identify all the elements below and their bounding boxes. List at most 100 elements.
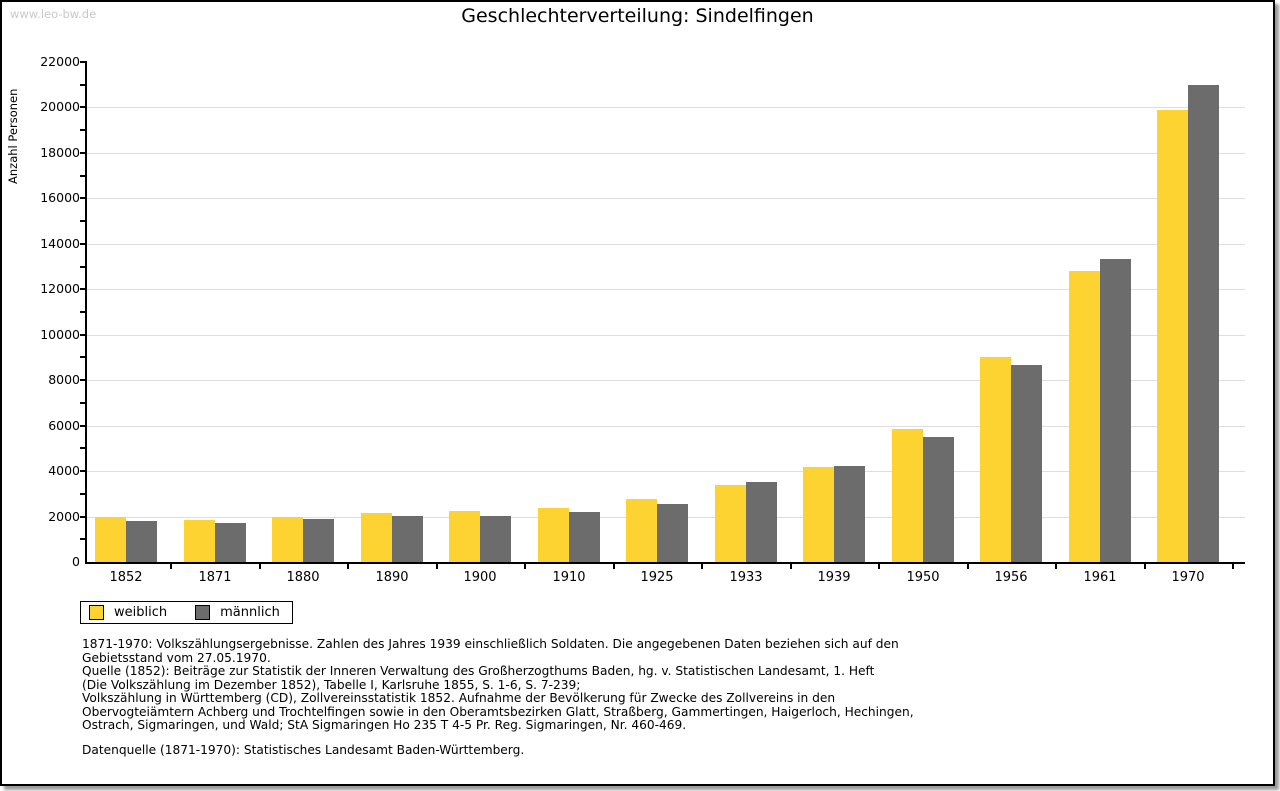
x-label-1871: 1871 (198, 570, 232, 585)
grid-line (87, 289, 1245, 291)
y-tick (80, 106, 86, 109)
x-label-1970: 1970 (1171, 570, 1205, 585)
bar-männlich-1880 (303, 519, 334, 562)
bar-männlich-1871 (215, 523, 246, 562)
bar-weiblich-1956 (980, 357, 1011, 562)
bar-weiblich-1970 (1157, 110, 1188, 562)
y-tick (80, 356, 86, 359)
footer-note-line: Quelle (1852): Beiträge zur Statistik de… (82, 664, 875, 678)
x-label-1961: 1961 (1083, 570, 1117, 585)
bar-weiblich-1961 (1069, 271, 1100, 562)
x-label-1852: 1852 (109, 570, 143, 585)
grid-line (87, 152, 1245, 154)
y-tick-label: 4000 (48, 463, 80, 479)
grid-line (87, 425, 1245, 427)
grid-line (87, 198, 1245, 200)
x-label-1939: 1939 (817, 570, 851, 585)
x-tick (790, 562, 792, 569)
bar-weiblich-1900 (449, 511, 480, 562)
y-tick (80, 379, 86, 382)
x-label-1956: 1956 (994, 570, 1028, 585)
y-tick (80, 424, 86, 427)
x-label-1933: 1933 (729, 570, 763, 585)
x-tick (524, 562, 526, 569)
x-label-1925: 1925 (640, 570, 674, 585)
footer-note-line: (Die Volkszählung im Dezember 1852), Tab… (82, 677, 581, 692)
y-tick (80, 515, 86, 518)
footer-note-line: Gebietsstand vom 27.05.1970. (82, 650, 271, 665)
bar-männlich-1933 (746, 482, 777, 562)
legend-item-weiblich: weiblich (89, 605, 167, 620)
y-tick-label: 16000 (40, 190, 80, 206)
y-tick-label: 12000 (40, 281, 80, 297)
grid-line (87, 334, 1245, 336)
bar-männlich-1961 (1100, 259, 1131, 562)
x-tick (967, 562, 969, 569)
y-tick (80, 401, 86, 404)
y-tick (80, 174, 86, 177)
y-tick-label: 18000 (40, 144, 80, 160)
y-tick (80, 83, 86, 86)
x-tick (701, 562, 703, 569)
bar-weiblich-1890 (361, 513, 392, 562)
watermark: www.leo-bw.de (10, 7, 97, 21)
y-tick (80, 265, 86, 268)
y-tick-label: 6000 (48, 417, 80, 433)
x-tick (613, 562, 615, 569)
x-tick (1232, 562, 1234, 569)
y-tick (80, 242, 86, 245)
chart-title: Geschlechterverteilung: Sindelfingen (461, 5, 814, 27)
x-tick (436, 562, 438, 569)
bar-männlich-1925 (657, 504, 688, 562)
legend-label: weiblich (114, 605, 168, 620)
bar-weiblich-1933 (715, 485, 746, 562)
y-tick (80, 61, 86, 63)
bar-männlich-1890 (392, 516, 423, 562)
footer-note-line: Obervogteiämtern Achberg und Trochtelfin… (82, 704, 914, 719)
x-label-1880: 1880 (286, 570, 320, 585)
y-tick (80, 151, 86, 154)
y-tick (80, 333, 86, 336)
bar-männlich-1910 (569, 512, 600, 562)
x-label-1900: 1900 (463, 570, 497, 585)
x-tick (1055, 562, 1057, 569)
y-axis-label: Anzahl Personen (6, 88, 20, 184)
x-label-1950: 1950 (906, 570, 940, 585)
y-tick-label: 2000 (48, 508, 80, 524)
grid-line (87, 380, 1245, 382)
x-label-1890: 1890 (375, 570, 409, 585)
legend-item-männlich: männlich (195, 605, 280, 620)
plot-area: 0 2000 4000 6000 8000 10000 12000 14000 16000 180… (40, 55, 1245, 585)
bar-weiblich-1950 (892, 429, 923, 562)
bar-weiblich-1910 (538, 508, 569, 562)
y-tick (80, 447, 86, 450)
legend-swatch-männlich (195, 605, 211, 620)
footer-notes: 1871-1970: Volkszählungsergebnisse. Zahl… (82, 637, 914, 757)
bar-männlich-1956 (1011, 365, 1042, 562)
y-tick (80, 197, 86, 200)
x-tick (878, 562, 880, 569)
grid-line (87, 243, 1245, 245)
y-tick-label: 22000 (40, 54, 80, 69)
bar-weiblich-1939 (803, 467, 834, 562)
y-tick (80, 538, 86, 541)
bar-männlich-1950 (923, 437, 954, 562)
bar-weiblich-1852 (95, 517, 126, 562)
x-tick (347, 562, 349, 569)
y-tick (80, 129, 86, 132)
x-axis-line (85, 562, 1245, 564)
x-tick (170, 562, 172, 569)
footer-note-line: Ostrach, Sigmaringen, und Wald; StA Sigm… (82, 718, 687, 732)
y-tick (80, 288, 86, 291)
footer-note-line: Volkszählung in Württemberg (CD), Zollve… (82, 691, 836, 705)
bar-weiblich-1880 (272, 517, 303, 562)
grid-line (87, 107, 1245, 109)
legend-label: männlich (220, 605, 280, 620)
footer-note-line: 1871-1970: Volkszählungsergebnisse. Zahl… (82, 637, 899, 651)
bar-männlich-1900 (480, 516, 511, 562)
y-tick-label: 14000 (40, 235, 80, 251)
bar-weiblich-1925 (626, 499, 657, 562)
x-label-1910: 1910 (552, 570, 586, 585)
x-tick (1144, 562, 1146, 569)
bar-männlich-1970 (1188, 85, 1219, 562)
